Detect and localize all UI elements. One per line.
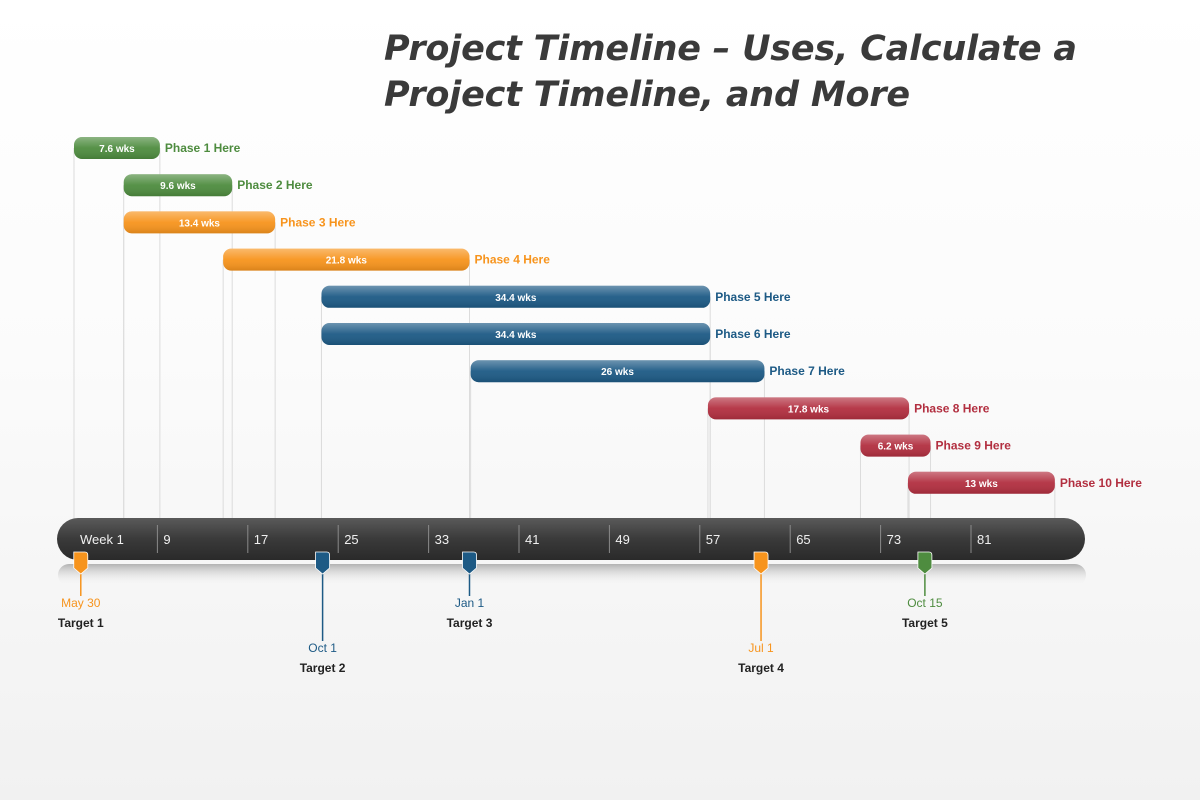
page-title: Project Timeline – Uses, Calculate a Pro… [384,29,1077,115]
milestone-marker [917,551,933,575]
milestone-date: Jul 1 [748,641,774,655]
axis-tick-label: 33 [435,532,449,547]
phase-name-label: Phase 6 Here [715,327,791,341]
phase-duration-label: 13.4 wks [179,218,221,229]
phase-duration-label: 7.6 wks [99,144,135,155]
phase-name-label: Phase 2 Here [237,178,313,192]
milestone-name: Target 3 [447,616,493,630]
axis-tick-label: 17 [254,532,268,547]
milestone-name: Target 1 [58,616,104,630]
milestone-marker [315,551,330,575]
phase-bar-gloss [707,397,910,420]
phase-duration-label: 17.8 wks [788,404,830,415]
phase-duration-label: 9.6 wks [160,181,196,192]
phase-name-label: Phase 3 Here [280,215,356,229]
milestone-date: Oct 15 [907,596,943,610]
phase-bar-gloss [123,174,233,197]
milestone-date: Oct 1 [308,641,337,655]
axis-tick-label: 57 [706,532,720,547]
axis-tick-label: 65 [796,532,810,547]
phase-name-label: Phase 4 Here [475,253,551,267]
milestone-marker [73,551,89,575]
phase-name-label: Phase 1 Here [165,141,241,155]
axis-tick-label: 41 [525,532,539,547]
phase-name-label: Phase 5 Here [715,290,791,304]
phase-bar-gloss [74,137,160,159]
phase-bar-gloss [907,471,1055,494]
phase-bar-gloss [223,248,470,271]
milestones: May 30 Target 1 Oct 1 Target 2 Jan 1 Target 3… [58,551,948,675]
axis-tick-label: 73 [887,532,901,547]
gridlines [73,148,1056,518]
milestone-name: Target 2 [300,661,346,675]
phase-duration-label: 21.8 wks [326,256,368,267]
axis-band [57,518,1085,560]
phase-duration-label: 13 wks [965,479,998,490]
phase-duration-label: 6.2 wks [878,442,914,453]
axis-tick-label: 25 [344,532,358,547]
phase-bar-gloss [470,360,765,383]
timeline-axis: Week 1 9 17 25 33 41 49 57 65 73 81 [57,518,1086,586]
phase-duration-label: 34.4 wks [495,330,537,341]
milestone-date: May 30 [61,596,101,610]
axis-tick-label: 81 [977,532,991,547]
phase-duration-label: 34.4 wks [495,293,537,304]
phase-name-label: Phase 10 Here [1060,476,1142,490]
axis-tick-label: 9 [163,532,170,547]
phase-name-label: Phase 7 Here [769,364,845,378]
phase-duration-label: 26 wks [601,367,634,378]
phase-bars: 7.6 wks Phase 1 Here 9.6 wks Phase 2 Here 13… [74,137,1142,494]
phase-name-label: Phase 8 Here [914,401,990,415]
phase-bar-gloss [860,434,931,457]
milestone-date: Jan 1 [455,596,485,610]
milestone-name: Target 4 [738,661,784,675]
phase-name-label: Phase 9 Here [936,439,1012,453]
phase-bar-gloss [321,323,711,345]
axis-tick-label: Week 1 [80,532,124,547]
axis-reflection [58,564,1086,586]
milestone-name: Target 5 [902,616,948,630]
milestone-marker [462,551,477,575]
phase-bar-gloss [123,211,276,234]
axis-tick-label: 49 [615,532,629,547]
milestone-marker [753,551,769,575]
phase-bar-gloss [321,285,711,308]
